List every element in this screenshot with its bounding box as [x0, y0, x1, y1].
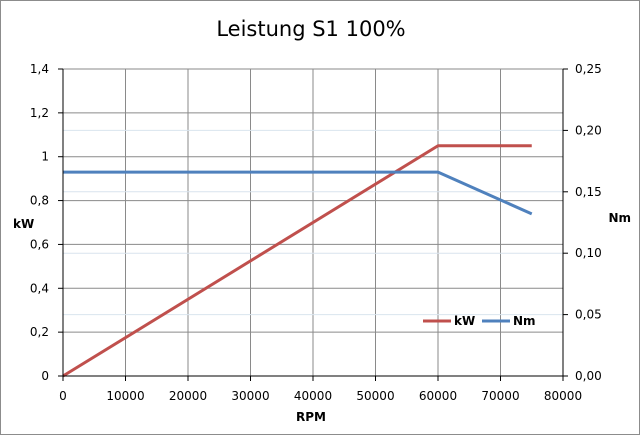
series-line-nm	[63, 170, 533, 216]
y2-tick-label: 0,25	[575, 62, 602, 76]
x-tick-label: 70000	[481, 389, 519, 403]
y-tick-label: 0,2	[30, 325, 49, 339]
y2-tick-label: 0,00	[575, 369, 602, 383]
x-tick-label: 80000	[544, 389, 582, 403]
y-tick-label: 1	[41, 150, 49, 164]
legend-label-kw: kW	[454, 314, 475, 328]
y2-tick-label: 0,20	[575, 123, 602, 137]
chart-title: Leistung S1 100%	[216, 17, 405, 41]
axes: 0 10000 20000 30000 40000 50000 60000 70000 8000…	[30, 62, 602, 403]
x-tick-label: 50000	[356, 389, 394, 403]
y-tick-label: 0,6	[30, 237, 49, 251]
x-tick-label: 30000	[231, 389, 269, 403]
series-lines	[62, 144, 533, 378]
y-tick-label: 1,2	[30, 106, 49, 120]
y2-tick-label: 0,10	[575, 246, 602, 260]
series-line-kw	[62, 144, 532, 378]
y-tick-label: 0	[41, 369, 49, 383]
x-tick-label: 20000	[169, 389, 207, 403]
y2-tick-label: 0,05	[575, 308, 602, 322]
y2-tick-label: 0,15	[575, 185, 602, 199]
x-tick-label: 10000	[106, 389, 144, 403]
y2-axis-label: Nm	[608, 211, 631, 225]
y-tick-label: 0,8	[30, 194, 49, 208]
y-axis-label: kW	[13, 217, 34, 231]
legend: kW Nm	[423, 314, 536, 328]
gridlines	[63, 68, 563, 376]
x-tick-label: 60000	[419, 389, 457, 403]
y-tick-label: 0,4	[30, 281, 49, 295]
y-tick-label: 1,4	[30, 62, 49, 76]
x-tick-label: 0	[59, 389, 67, 403]
legend-label-nm: Nm	[513, 314, 536, 328]
x-tick-label: 40000	[294, 389, 332, 403]
x-axis-label: RPM	[296, 410, 326, 424]
